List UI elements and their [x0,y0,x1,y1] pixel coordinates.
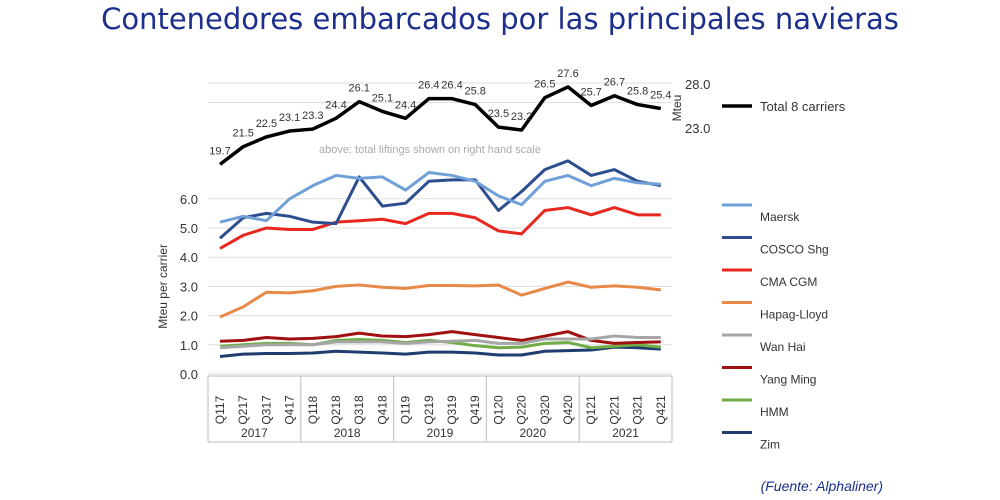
y-tick-label: 5.0 [180,221,198,236]
year-label: 2021 [612,426,639,440]
y-tick-label: 2.0 [180,309,198,324]
y-tick-label: 3.0 [180,279,198,294]
year-label: 2018 [334,426,361,440]
x-tick-label: Q420 [561,395,575,425]
source-note: (Fuente: Alphaliner) [760,478,883,494]
x-tick-label: Q221 [607,395,621,425]
data-label-total: 25.7 [580,87,601,99]
series-line-cma-cgm [219,206,661,250]
x-tick-label: Q419 [468,395,482,425]
y-tick-label: 1.0 [180,338,198,353]
right-tick-label: 28.0 [685,77,710,92]
legend-label: COSCO Shg [760,243,829,257]
data-label-total: 23.3 [302,110,323,122]
x-tick-label: Q118 [306,395,320,424]
data-label-total: 19.7 [209,145,230,157]
series-line-wan-hai [219,334,661,350]
chart-title: Contenedores embarcados por las principa… [101,2,899,36]
y-axis-label: Mteu per carrier [156,244,170,329]
legend-label: HMM [760,405,789,419]
series-line-zim [219,345,661,358]
x-tick-label: Q321 [631,395,645,425]
year-label: 2017 [241,426,268,440]
data-label-total: 25.8 [627,86,648,98]
legend-label: Maersk [760,210,800,224]
legend-label: Total 8 carriers [760,99,846,114]
year-label: 2019 [427,426,454,440]
x-tick-label: Q220 [515,395,529,425]
legend-label: Yang Ming [760,373,816,387]
x-tick-label: Q317 [259,395,273,425]
data-label-total: 26.4 [418,80,439,92]
x-tick-label: Q318 [352,395,366,425]
x-tick-label: Q320 [538,395,552,425]
y-tick-label: 0.0 [180,367,198,382]
x-tick-label: Q319 [445,395,459,425]
data-label-total: 23.5 [488,108,509,120]
year-label: 2020 [519,426,546,440]
data-label-total: 26.7 [604,77,625,89]
x-tick-label: Q117 [213,395,227,424]
series-line-maersk [219,171,661,224]
data-label-total: 23.1 [279,112,300,124]
data-label-total: 26.4 [441,80,462,92]
data-label-total: 26.1 [348,83,369,95]
x-tick-label: Q218 [329,395,343,425]
legend-label: CMA CGM [760,275,817,289]
data-label-total: 23.2 [511,111,532,123]
x-tick-label: Q421 [654,395,668,425]
x-tick-label: Q418 [375,395,389,425]
x-tick-label: Q120 [491,395,505,425]
x-tick-label: Q219 [422,395,436,425]
data-label-total: 26.5 [534,79,555,91]
right-axis-label: Mteu [670,95,684,122]
series-line-total [218,85,662,166]
y-tick-label: 6.0 [180,192,198,207]
data-label-total: 21.5 [232,128,253,140]
data-label-total: 27.6 [557,68,578,80]
series-line-cosco-shg [219,159,662,240]
data-label-total: 25.4 [650,89,671,101]
x-tick-label: Q217 [236,395,250,425]
legend-label: Zim [760,438,780,452]
x-tick-label: Q121 [584,395,598,425]
legend-label: Wan Hai [760,340,806,354]
legend-label: Hapag-Lloyd [760,308,828,322]
y-tick-label: 4.0 [180,250,198,265]
data-label-total: 25.1 [372,92,393,104]
right-tick-label: 23.0 [685,121,710,136]
x-tick-label: Q119 [399,395,413,424]
x-tick-label: Q417 [283,395,297,425]
annotation: above: total liftings shown on right han… [319,144,541,156]
data-label-total: 24.4 [325,99,346,111]
data-label-total: 22.5 [256,118,277,130]
series-line-hapag-lloyd [219,280,661,319]
data-label-total: 24.4 [395,99,416,111]
data-label-total: 25.8 [464,86,485,98]
